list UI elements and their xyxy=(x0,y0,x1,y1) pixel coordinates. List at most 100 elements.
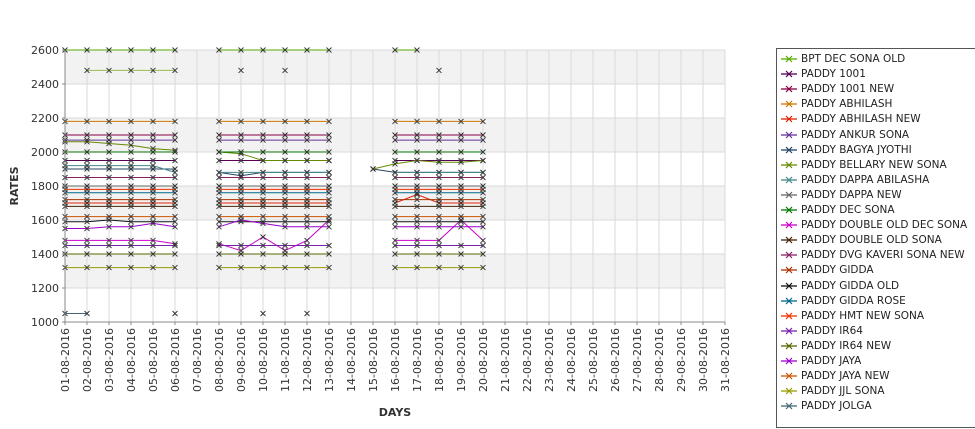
data-point xyxy=(436,137,442,143)
legend-item: PADDY GIDDA ROSE xyxy=(781,293,906,309)
data-point xyxy=(282,242,288,249)
x-tick-label: 19-08-2016 xyxy=(455,328,468,392)
x-tick-label: 30-08-2016 xyxy=(697,328,710,392)
data-point xyxy=(216,213,222,220)
x-tick-labels: 01-08-2016 02-08-2016 03-08-2016 04-08-2016… xyxy=(59,322,732,392)
x-tick-label: 27-08-2016 xyxy=(631,328,644,392)
data-point xyxy=(106,203,112,210)
data-point xyxy=(150,67,156,74)
data-point xyxy=(480,186,486,193)
data-point xyxy=(172,203,178,210)
legend-item: PADDY JAYA xyxy=(781,353,861,369)
data-point xyxy=(282,203,288,210)
data-point xyxy=(326,196,332,203)
legend-marker-icon xyxy=(781,129,797,141)
legend-label: PADDY IR64 xyxy=(801,324,863,337)
data-point xyxy=(414,169,420,176)
series-2 xyxy=(62,132,486,138)
legend-item: PADDY JJL SONA xyxy=(781,383,885,399)
data-point xyxy=(84,225,90,232)
legend-marker-icon xyxy=(781,144,797,156)
data-point xyxy=(106,174,112,181)
data-point xyxy=(238,251,244,257)
x-tick-label: 14-08-2016 xyxy=(345,328,358,392)
legend-label: PADDY DOUBLE OLD DEC SONA xyxy=(801,219,968,232)
data-point xyxy=(304,118,310,125)
data-point xyxy=(128,67,134,74)
data-point xyxy=(326,47,332,53)
series-20 xyxy=(62,217,486,232)
data-point xyxy=(326,132,332,138)
data-point xyxy=(414,149,420,155)
data-point xyxy=(150,242,156,249)
x-tick-label: 01-08-2016 xyxy=(59,328,72,392)
data-point xyxy=(172,264,178,271)
data-point xyxy=(458,186,464,193)
legend-label: PADDY ABHILASH NEW xyxy=(801,113,921,126)
data-point xyxy=(216,137,222,143)
data-point xyxy=(84,196,90,203)
data-point xyxy=(216,186,222,193)
legend-label: PADDY GIDDA ROSE xyxy=(801,294,906,307)
data-point xyxy=(172,186,178,193)
series-23 xyxy=(62,310,310,317)
data-point xyxy=(128,132,134,138)
legend-label: PADDY 1001 NEW xyxy=(801,83,895,96)
data-point xyxy=(150,237,156,244)
y-tick-label: 1000 xyxy=(31,316,59,329)
data-point xyxy=(150,47,156,53)
data-point xyxy=(282,218,288,225)
data-point xyxy=(150,186,156,193)
data-point xyxy=(172,149,178,155)
data-point xyxy=(84,138,90,145)
data-point xyxy=(458,251,464,257)
data-point xyxy=(128,218,134,225)
data-point xyxy=(304,47,310,53)
data-point xyxy=(480,149,486,155)
data-point xyxy=(414,213,420,220)
data-point xyxy=(480,213,486,220)
data-point xyxy=(106,251,112,257)
series-line xyxy=(218,219,330,252)
data-point xyxy=(106,162,112,169)
x-tick-label: 29-08-2016 xyxy=(675,328,688,392)
series-line xyxy=(65,222,176,229)
y-tick-label: 1600 xyxy=(31,214,59,227)
data-point xyxy=(304,157,310,164)
data-point xyxy=(392,161,398,167)
data-point xyxy=(106,264,112,271)
data-point xyxy=(260,157,266,164)
data-point xyxy=(392,251,398,257)
data-point xyxy=(238,149,244,155)
data-point xyxy=(392,47,398,53)
data-point xyxy=(282,132,288,138)
data-point xyxy=(172,223,178,230)
data-point xyxy=(480,118,486,125)
data-point xyxy=(238,47,244,53)
data-point xyxy=(282,149,288,155)
data-point xyxy=(84,174,90,181)
data-point xyxy=(436,251,442,257)
data-point xyxy=(216,47,222,53)
data-point xyxy=(282,196,288,203)
data-point xyxy=(458,203,464,210)
legend-marker-icon xyxy=(781,340,797,352)
data-point xyxy=(260,213,266,220)
data-point xyxy=(392,264,398,271)
data-point xyxy=(150,213,156,220)
data-point xyxy=(282,264,288,271)
series-line xyxy=(218,171,329,177)
series-12 xyxy=(62,203,486,210)
data-point xyxy=(304,218,310,225)
series-17 xyxy=(62,186,486,193)
x-tick-label: 31-08-2016 xyxy=(719,328,732,392)
legend-item: PADDY DAPPA ABILASHA xyxy=(781,172,929,188)
data-point xyxy=(128,142,134,149)
data-point xyxy=(458,218,464,225)
series-11 xyxy=(62,217,486,254)
data-point xyxy=(480,242,486,249)
series-line xyxy=(65,141,176,151)
data-point xyxy=(326,137,332,143)
data-point xyxy=(326,264,332,271)
data-point xyxy=(436,223,442,230)
